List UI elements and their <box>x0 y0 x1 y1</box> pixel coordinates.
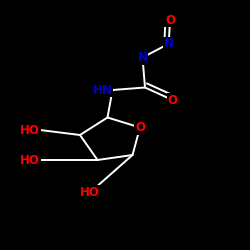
Text: HO: HO <box>80 186 100 199</box>
Text: HO: HO <box>20 154 40 166</box>
Text: N: N <box>164 37 174 50</box>
Text: HO: HO <box>20 124 40 136</box>
Text: O: O <box>168 94 177 106</box>
Text: O: O <box>135 121 145 134</box>
Text: N: N <box>138 51 147 64</box>
Text: HN: HN <box>92 84 112 96</box>
Text: O: O <box>165 14 175 26</box>
